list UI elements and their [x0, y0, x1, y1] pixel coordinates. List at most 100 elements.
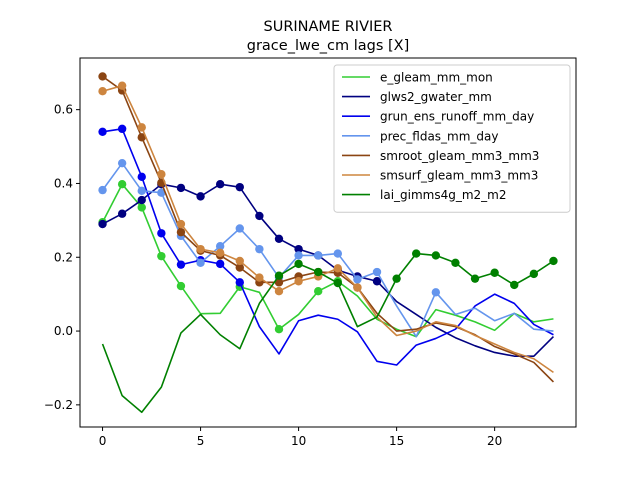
data-point: [137, 203, 146, 212]
legend: e_gleam_mm_mon glws2_gwater_mm grun_ens_ru…: [333, 64, 571, 213]
data-point: [314, 267, 323, 277]
legend-item: lai_gimms4g_m2_m2: [342, 188, 507, 202]
legend-box: [333, 64, 571, 213]
data-point: [215, 180, 225, 189]
x-axis: 0 5 10 15 20: [99, 427, 502, 448]
plot-frame: [79, 57, 577, 428]
data-point: [549, 256, 558, 266]
data-point: [117, 209, 127, 218]
data-point: [157, 188, 166, 197]
series-line-prec_fldas_mm_day: [101, 162, 554, 338]
data-point: [215, 248, 225, 258]
data-point: [117, 180, 127, 189]
x-tick-label: 15: [389, 434, 404, 448]
x-tick-label: 0: [99, 434, 107, 448]
legend-item: smroot_gleam_mm3_mm3: [342, 149, 539, 163]
series-line-grun_ens_runoff_mm_day: [102, 128, 554, 366]
chart-subtitle: grace_lwe_cm lags [X]: [247, 38, 410, 54]
data-point: [333, 278, 342, 288]
data-point: [117, 158, 127, 168]
data-point: [176, 227, 186, 237]
data-point: [274, 271, 284, 280]
series-smsurf_gleam_mm3_mm3: [98, 81, 554, 374]
data-point: [255, 244, 264, 254]
data-point: [314, 287, 323, 296]
data-point: [431, 288, 441, 297]
data-point: [294, 251, 303, 260]
data-point: [490, 268, 499, 277]
data-point: [157, 229, 166, 238]
data-point: [372, 267, 382, 277]
data-point: [137, 195, 146, 205]
data-point: [529, 269, 539, 279]
data-point: [255, 211, 264, 221]
legend-label: glws2_gwater_mm: [380, 90, 492, 104]
series-line-e_gleam_mm_mon: [101, 183, 554, 338]
data-point: [117, 81, 127, 90]
series-prec_fldas_mm_day: [98, 158, 554, 338]
data-point: [470, 274, 480, 283]
data-point: [235, 256, 244, 266]
data-point: [274, 287, 284, 296]
series-grun_ens_runoff_mm_day: [98, 124, 554, 366]
x-tick-label: 20: [487, 434, 502, 448]
data-point: [314, 251, 323, 260]
legend-item: prec_fldas_mm_day: [342, 129, 499, 143]
data-point: [353, 275, 362, 284]
data-point: [137, 123, 146, 132]
data-point: [451, 258, 460, 267]
data-point: [392, 274, 401, 283]
data-point: [235, 263, 244, 272]
data-point: [196, 192, 205, 201]
data-point: [176, 183, 186, 193]
legend-item: grun_ens_runoff_mm_day: [342, 110, 534, 124]
y-tick-label: −0.2: [44, 398, 73, 412]
data-point: [98, 185, 107, 195]
data-point: [235, 224, 244, 233]
data-point: [196, 244, 205, 254]
data-point: [98, 87, 107, 96]
data-point: [98, 72, 107, 81]
legend-label: lai_gimms4g_m2_m2: [380, 188, 507, 202]
data-point: [157, 170, 166, 179]
data-point: [235, 182, 244, 192]
legend-label: smroot_gleam_mm3_mm3: [380, 149, 539, 163]
data-point: [215, 259, 225, 269]
data-point: [196, 258, 205, 267]
data-point: [274, 234, 284, 244]
data-point: [176, 219, 186, 229]
y-tick-label: 0.4: [54, 176, 73, 190]
legend-item: e_gleam_mm_mon: [342, 71, 493, 85]
y-tick-label: 0.6: [54, 103, 73, 117]
series-line-lai_gimms4g_m2_m2: [101, 252, 554, 414]
data-point: [372, 277, 382, 286]
data-point: [98, 219, 107, 229]
data-point: [353, 283, 362, 292]
x-tick-label: 10: [291, 434, 306, 448]
data-point: [176, 281, 186, 291]
data-point: [274, 278, 284, 287]
data-point: [235, 278, 244, 287]
data-point: [255, 273, 264, 282]
legend-label: prec_fldas_mm_day: [380, 129, 499, 143]
series-layer: [98, 72, 558, 414]
legend-label: smsurf_gleam_mm3_mm3: [380, 169, 538, 183]
data-point: [117, 124, 127, 134]
data-point: [98, 127, 107, 136]
data-point: [274, 325, 284, 334]
data-point: [294, 277, 303, 286]
x-tick-label: 5: [197, 434, 205, 448]
legend-label: e_gleam_mm_mon: [380, 71, 493, 85]
series-line-smsurf_gleam_mm3_mm3: [102, 84, 554, 374]
data-point: [137, 186, 146, 196]
data-point: [431, 251, 441, 260]
legend-item: glws2_gwater_mm: [342, 90, 492, 104]
data-point: [294, 259, 303, 269]
data-point: [412, 249, 421, 258]
chart-title: SURINAME RIVIER: [264, 19, 393, 35]
data-point: [157, 251, 166, 261]
y-tick-label: 0.0: [54, 324, 73, 338]
y-tick-label: 0.2: [54, 250, 73, 264]
y-axis: −0.2 0.0 0.2 0.4 0.6: [44, 103, 80, 412]
